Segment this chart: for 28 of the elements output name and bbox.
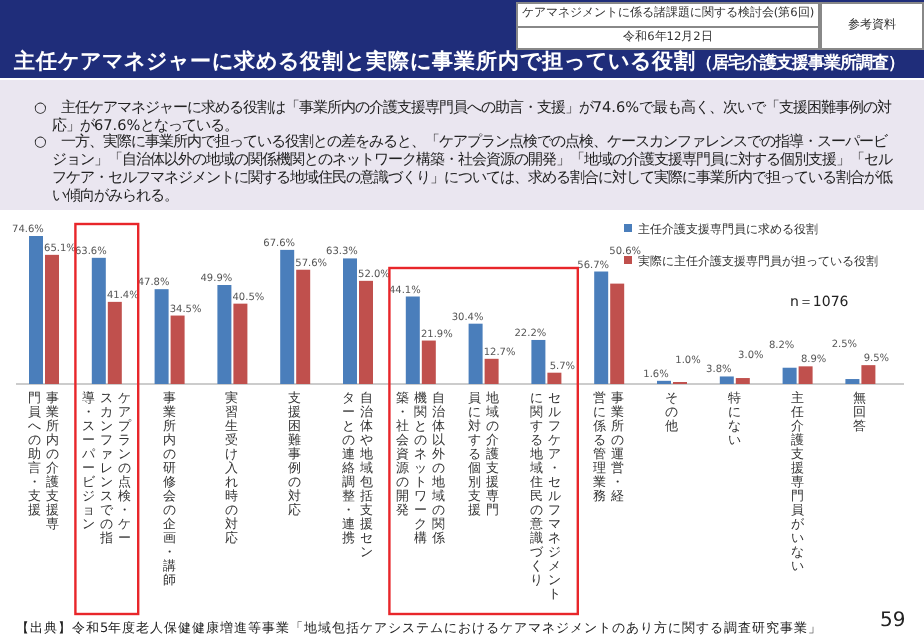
bar <box>233 303 248 384</box>
bar <box>421 340 436 384</box>
bar <box>45 254 59 384</box>
bar <box>719 376 734 384</box>
bar <box>531 339 546 384</box>
bar <box>484 358 499 384</box>
bar <box>154 289 169 384</box>
bar <box>782 367 797 384</box>
bar <box>217 285 232 384</box>
bar <box>296 269 311 384</box>
bar <box>610 283 625 384</box>
bar <box>547 372 562 384</box>
bar <box>798 366 813 384</box>
bar <box>280 249 295 384</box>
chart-title: 主任ケアマネジャーに求める役割と実際に事業所内で担っている役割 <box>14 50 696 74</box>
bar <box>91 257 106 384</box>
bar <box>405 296 420 384</box>
bar <box>359 280 373 384</box>
chart-subtitle: （居宅介護支援事業所調査） <box>696 52 904 72</box>
bar <box>107 301 122 384</box>
bar <box>468 323 483 384</box>
bar <box>343 258 357 384</box>
bar <box>594 271 609 384</box>
text: 59 <box>880 610 906 632</box>
bar <box>29 236 43 384</box>
bar <box>861 365 876 384</box>
bar <box>170 315 185 384</box>
bar <box>735 378 750 384</box>
